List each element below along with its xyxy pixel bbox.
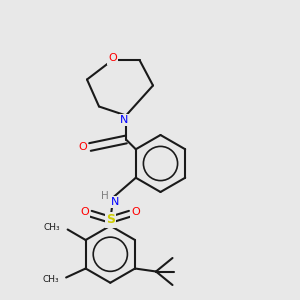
Text: CH₃: CH₃ bbox=[42, 275, 58, 284]
Text: N: N bbox=[111, 197, 119, 207]
Text: O: O bbox=[108, 53, 117, 64]
Text: O: O bbox=[80, 207, 89, 217]
Text: N: N bbox=[120, 115, 129, 125]
Text: S: S bbox=[106, 213, 115, 226]
Text: O: O bbox=[131, 207, 140, 217]
Text: CH₃: CH₃ bbox=[44, 224, 60, 232]
Text: H: H bbox=[101, 191, 109, 201]
Text: O: O bbox=[78, 142, 87, 152]
